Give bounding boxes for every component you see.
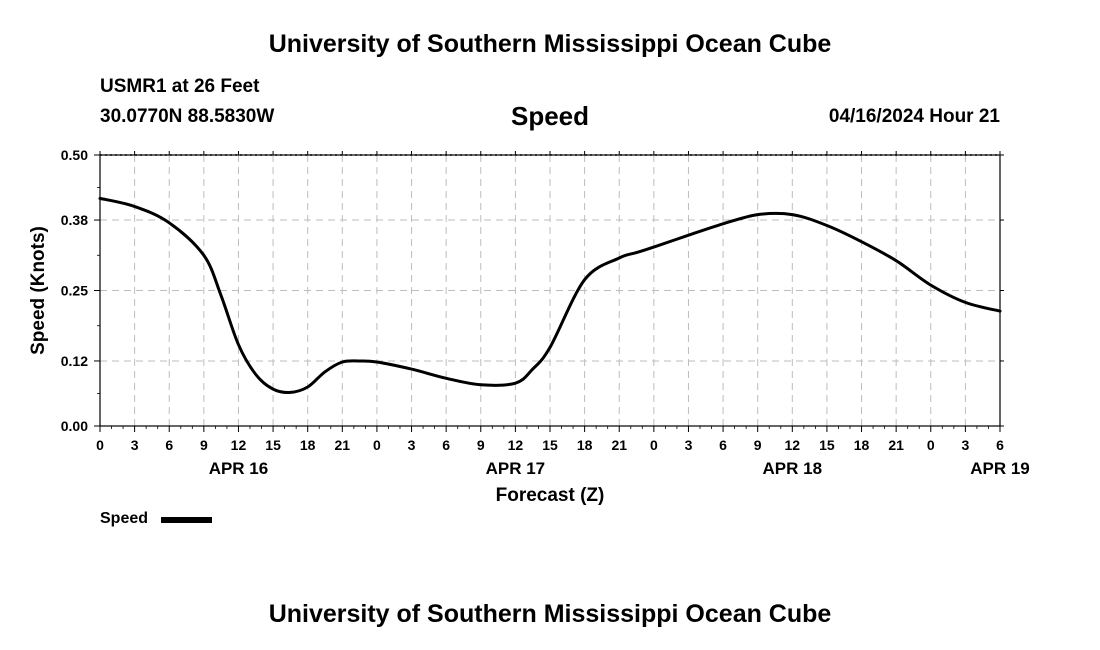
y-tick-label: 0.25 — [61, 283, 88, 299]
x-axis-label: Forecast (Z) — [496, 485, 605, 506]
x-tick-label: 0 — [96, 437, 104, 453]
x-tick-label: 15 — [265, 437, 281, 453]
x-tick-label: 6 — [442, 437, 450, 453]
x-tick-label: 3 — [961, 437, 969, 453]
x-tick-label: 12 — [231, 437, 247, 453]
legend-label: Speed — [100, 510, 149, 527]
x-tick-label: 0 — [373, 437, 381, 453]
x-tick-label: 15 — [819, 437, 835, 453]
forecast-datetime: 04/16/2024 Hour 21 — [828, 106, 1000, 127]
date-label: APR 19 — [970, 459, 1030, 478]
x-tick-label: 18 — [854, 437, 870, 453]
date-label: APR 17 — [486, 459, 546, 478]
y-tick-label: 0.12 — [61, 353, 88, 369]
x-tick-label: 9 — [754, 437, 762, 453]
footer-title: University of Southern Mississippi Ocean… — [268, 600, 832, 628]
x-tick-label: 3 — [408, 437, 416, 453]
x-tick-label: 12 — [785, 437, 801, 453]
date-label: APR 16 — [209, 459, 269, 478]
x-tick-label: 18 — [300, 437, 316, 453]
legend-swatch — [161, 517, 212, 523]
x-tick-label: 9 — [477, 437, 485, 453]
axis-labels: 0 3 6 9 12 15 18 21 0 3 6 9 12 15 18 21 0 3 6 9 12 15 18 21 0 3 6 0… — [61, 147, 1030, 478]
x-tick-label: 6 — [165, 437, 173, 453]
y-axis-label: Speed (Knots) — [28, 226, 49, 355]
x-tick-label: 18 — [577, 437, 593, 453]
date-label: APR 18 — [763, 459, 823, 478]
station-label: USMR1 at 26 Feet — [100, 76, 260, 97]
y-tick-label: 0.50 — [61, 147, 88, 163]
x-tick-label: 21 — [335, 437, 351, 453]
grid — [100, 154, 1000, 426]
page-title: University of Southern Mississippi Ocean… — [268, 30, 832, 58]
x-tick-label: 21 — [611, 437, 627, 453]
x-tick-label: 3 — [131, 437, 139, 453]
x-tick-label: 21 — [888, 437, 904, 453]
speed-series-line — [98, 196, 1002, 394]
x-tick-label: 0 — [650, 437, 658, 453]
x-tick-label: 3 — [685, 437, 693, 453]
x-tick-label: 9 — [200, 437, 208, 453]
axis-ticks — [94, 151, 1004, 432]
y-tick-label: 0.38 — [61, 212, 88, 228]
x-tick-label: 0 — [927, 437, 935, 453]
x-tick-label: 15 — [542, 437, 558, 453]
x-tick-label: 6 — [996, 437, 1004, 453]
chart-title: Speed — [510, 101, 590, 131]
station-coordinates: 30.0770N 88.5830W — [100, 106, 275, 127]
y-tick-label: 0.00 — [61, 418, 88, 434]
x-tick-label: 6 — [719, 437, 727, 453]
x-tick-label: 12 — [508, 437, 524, 453]
